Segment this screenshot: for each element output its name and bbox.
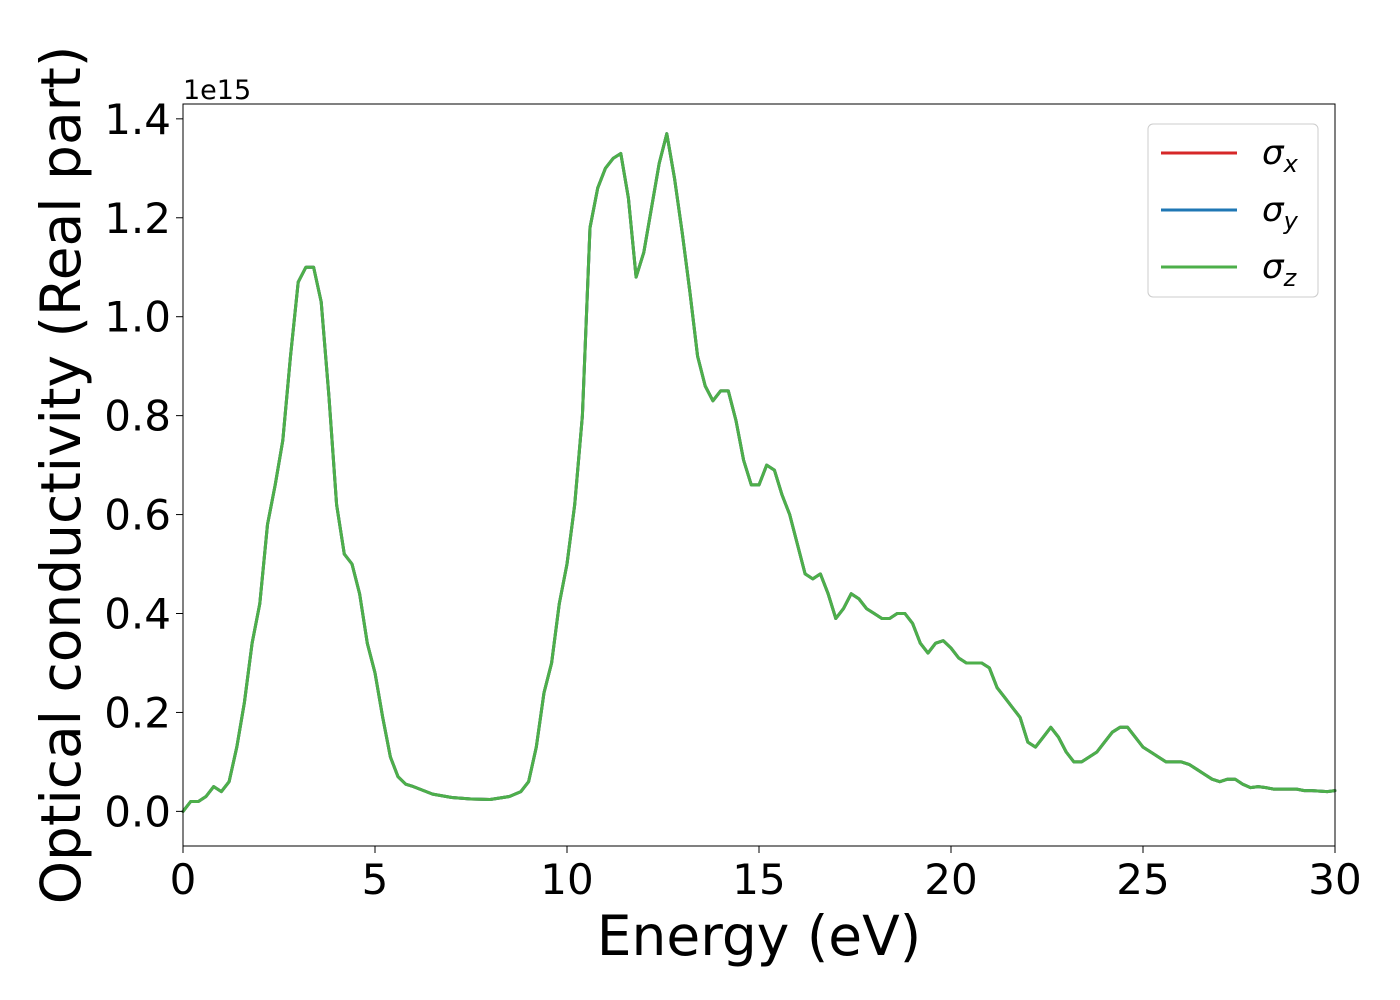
- y-tick-label: 1.0: [104, 293, 171, 342]
- legend-label-3: σz: [1262, 247, 1298, 292]
- y-tick-label: 0.4: [104, 590, 171, 639]
- y-tick-label: 0.0: [104, 787, 171, 836]
- x-tick-label: 5: [362, 855, 389, 904]
- y-tick-label: 0.8: [104, 392, 171, 441]
- x-axis-title: Energy (eV): [597, 904, 921, 968]
- y-ticks: 0.0 0.2 0.4 0.6 0.8 1.0 1.2 1.4: [104, 95, 183, 836]
- x-tick-label: 25: [1116, 855, 1169, 904]
- x-ticks: 0 5 10 15 20 25 30: [170, 846, 1362, 904]
- legend-label-2: σy: [1262, 190, 1299, 235]
- x-tick-label: 15: [732, 855, 785, 904]
- x-tick-label: 20: [924, 855, 977, 904]
- plot-lines: [181, 132, 1337, 813]
- y-tick-label: 1.4: [104, 95, 171, 144]
- legend: σx σy σz: [1147, 123, 1319, 298]
- y-axis-title: Optical conductivity (Real part): [29, 46, 93, 905]
- x-tick-label: 30: [1308, 855, 1361, 904]
- y-tick-label: 0.6: [104, 491, 171, 540]
- y-offset-text: 1e15: [183, 75, 251, 106]
- series-line-3: [181, 132, 1337, 813]
- y-tick-label: 0.2: [104, 688, 171, 737]
- x-tick-label: 10: [540, 855, 593, 904]
- y-tick-label: 1.2: [104, 194, 171, 243]
- legend-label-1: σx: [1262, 133, 1299, 178]
- x-tick-label: 0: [170, 855, 197, 904]
